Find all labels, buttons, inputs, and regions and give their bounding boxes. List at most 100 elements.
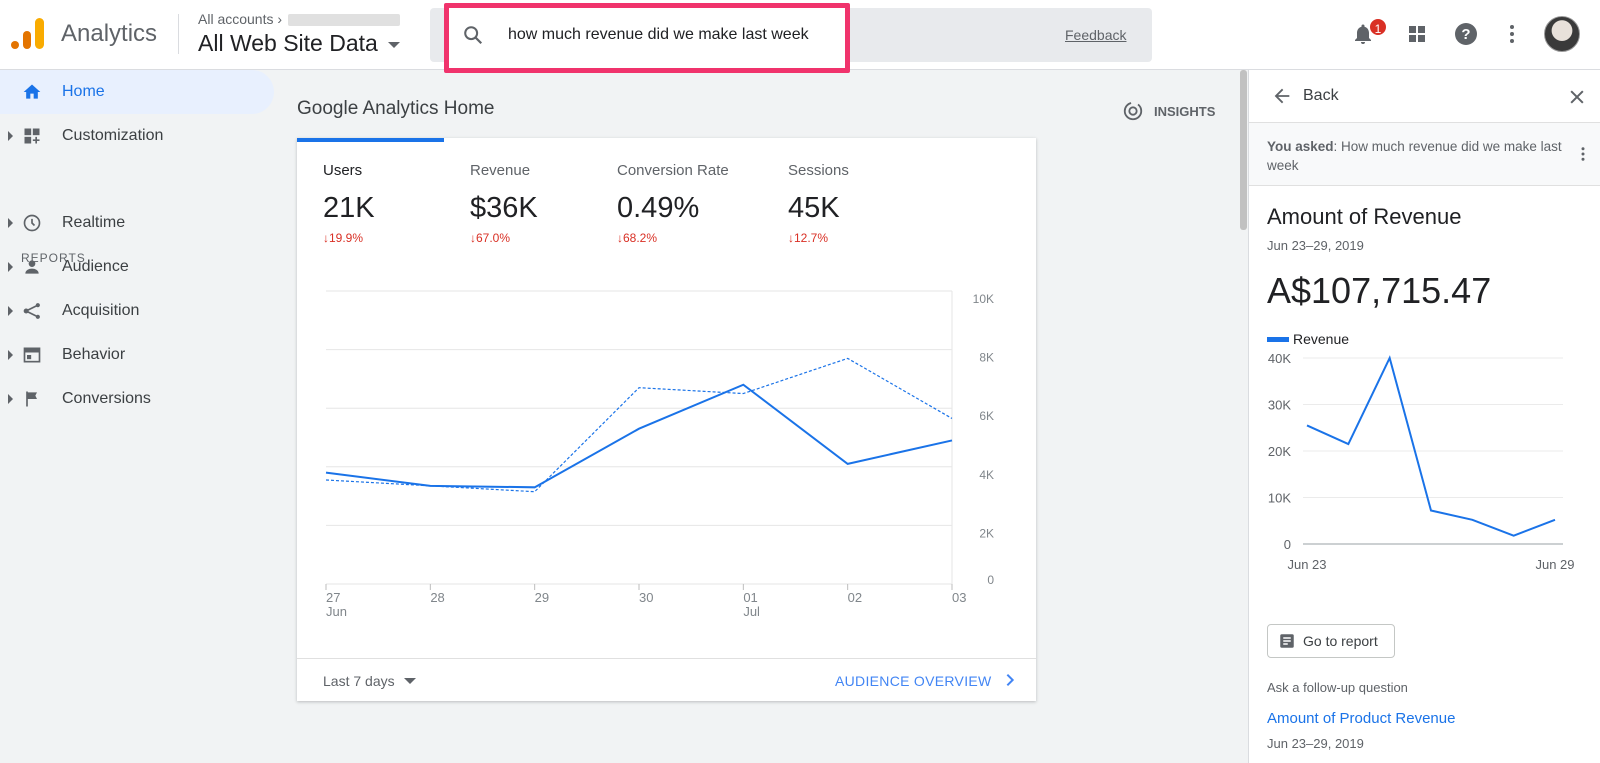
down-arrow-icon: ↓ (323, 231, 329, 245)
sidebar-item-realtime[interactable]: Realtime (0, 201, 274, 245)
sidebar-item-label: Behavior (62, 346, 126, 363)
expand-arrow-icon (8, 218, 13, 228)
date-range-selector[interactable]: Last 7 days (323, 673, 416, 689)
sidebar-item-acquisition[interactable]: Acquisition (0, 289, 274, 333)
x-tick-label: Jun 29 (1535, 557, 1574, 572)
audience-overview-link[interactable]: AUDIENCE OVERVIEW (835, 673, 992, 689)
help-icon[interactable]: ? (1454, 22, 1478, 46)
flag-icon (26, 391, 37, 407)
asked-question-bar: You asked: How much revenue did we make … (1249, 122, 1600, 186)
sidebar-item-label: Realtime (62, 214, 126, 231)
breadcrumb-label[interactable]: All accounts (198, 11, 274, 27)
revenue-line-chart: Revenue 0 10K 20K 30K 40K Jun 23 Jun 29 (1267, 331, 1575, 572)
home-icon (23, 84, 41, 99)
top-bar: Analytics All accounts › All Web Site Da… (0, 0, 1600, 73)
x-tick-label: 02 (848, 590, 862, 605)
page-title: Google Analytics Home (297, 98, 495, 119)
followup-heading: Ask a follow-up question (1267, 680, 1408, 695)
legend-swatch (1267, 337, 1289, 342)
date-range-dropdown-icon[interactable] (403, 678, 416, 684)
sidebar-item-behavior[interactable]: Behavior (0, 333, 274, 377)
metric-label: Sessions (788, 162, 849, 179)
customization-icon (24, 128, 40, 144)
home-overview-card: Users 21K ↓19.9% Revenue $36K ↓67.0% Con… (297, 138, 1036, 701)
feedback-link[interactable]: Feedback (1065, 27, 1127, 43)
x-tick-label: 03 (952, 590, 966, 605)
metric-tab-sessions[interactable]: Sessions 45K ↓12.7% (788, 162, 849, 245)
comparison-series-line (325, 357, 953, 493)
view-dropdown-icon[interactable] (387, 41, 400, 48)
breadcrumb-chevron-icon: › (277, 11, 283, 27)
expand-arrow-icon (8, 394, 13, 404)
answer-date: Jun 23–29, 2019 (1267, 238, 1364, 253)
metric-value: 21K (323, 192, 375, 224)
down-arrow-icon: ↓ (788, 231, 794, 245)
insights-button[interactable]: INSIGHTS (1122, 100, 1215, 122)
search-icon[interactable] (462, 24, 484, 46)
metric-value: $36K (470, 192, 538, 224)
asked-prefix: You asked (1267, 139, 1334, 154)
metric-tab-users[interactable]: Users 21K ↓19.9% (323, 162, 375, 245)
search-input[interactable]: how much revenue did we make last week (508, 26, 809, 43)
back-button[interactable]: Back (1271, 85, 1339, 107)
asked-question: You asked: How much revenue did we make … (1267, 139, 1562, 173)
analytics-logo-icon[interactable] (10, 16, 46, 50)
sidebar-item-audience[interactable]: Audience (0, 245, 274, 289)
y-tick-label: 0 (1284, 537, 1291, 552)
view-selector-label[interactable]: All Web Site Data (198, 30, 378, 56)
reports-section-label: REPORTS (21, 251, 86, 265)
sidebar-item-label: Customization (62, 127, 164, 144)
x-tick-label: 29 (535, 590, 549, 605)
more-vert-icon[interactable] (1500, 22, 1524, 46)
x-tick-label: 28 (430, 590, 444, 605)
metric-delta-value: 67.0% (476, 231, 511, 245)
sidebar-item-customization[interactable]: Customization (0, 114, 274, 158)
metric-label: Conversion Rate (617, 162, 729, 179)
more-vert-icon[interactable] (1574, 143, 1592, 165)
svg-text:?: ? (1461, 26, 1470, 43)
user-avatar[interactable] (1544, 16, 1580, 52)
answer-title: Amount of Revenue (1267, 204, 1462, 229)
y-tick-label: 6K (979, 409, 994, 423)
y-tick-label: 0 (987, 573, 994, 587)
metric-tab-conversion-rate[interactable]: Conversion Rate 0.49% ↓68.2% (617, 162, 729, 245)
sidebar-item-label: Audience (62, 258, 129, 275)
sidebar-item-label: Home (62, 83, 105, 100)
metric-value: 0.49% (617, 192, 700, 224)
go-to-report-button[interactable]: Go to report (1267, 624, 1395, 658)
expand-arrow-icon (8, 262, 13, 272)
view-selector[interactable]: All Web Site Data (198, 30, 400, 57)
followup-question-link[interactable]: Amount of Product Revenue (1267, 710, 1456, 727)
report-icon (1280, 634, 1294, 648)
account-breadcrumb[interactable]: All accounts › (198, 11, 401, 27)
expand-arrow-icon (8, 350, 13, 360)
notifications-bell-icon[interactable] (1351, 22, 1375, 46)
chevron-right-icon[interactable] (1002, 672, 1018, 688)
metric-delta-value: 68.2% (623, 231, 658, 245)
card-footer: Last 7 days AUDIENCE OVERVIEW (297, 658, 1036, 701)
expand-arrow-icon (8, 306, 13, 316)
main-scrollbar[interactable] (1240, 70, 1247, 230)
back-label: Back (1303, 87, 1339, 104)
metric-delta: ↓19.9% (323, 231, 375, 245)
expand-arrow-icon (8, 131, 13, 141)
header-divider (178, 14, 179, 54)
sidebar-item-home[interactable]: Home (0, 70, 274, 114)
acquisition-icon (23, 303, 40, 319)
metric-delta-value: 12.7% (794, 231, 829, 245)
date-range-label[interactable]: Last 7 days (323, 673, 395, 689)
close-icon[interactable] (1567, 87, 1587, 107)
x-tick-label: 01 (743, 590, 757, 605)
person-icon (25, 260, 39, 274)
metric-tab-revenue[interactable]: Revenue $36K ↓67.0% (470, 162, 538, 245)
x-tick-sublabel: Jul (743, 604, 760, 619)
search-highlight-box (444, 3, 850, 73)
y-tick-label: 2K (979, 526, 994, 540)
answer-value: A$107,715.47 (1267, 270, 1492, 311)
x-tick-label: 27 (326, 590, 340, 605)
apps-grid-icon[interactable] (1405, 22, 1429, 46)
current-series-line (325, 383, 953, 489)
sidebar-item-conversions[interactable]: Conversions (0, 377, 274, 421)
asked-question-text: How much revenue did we make last week (1267, 139, 1562, 173)
